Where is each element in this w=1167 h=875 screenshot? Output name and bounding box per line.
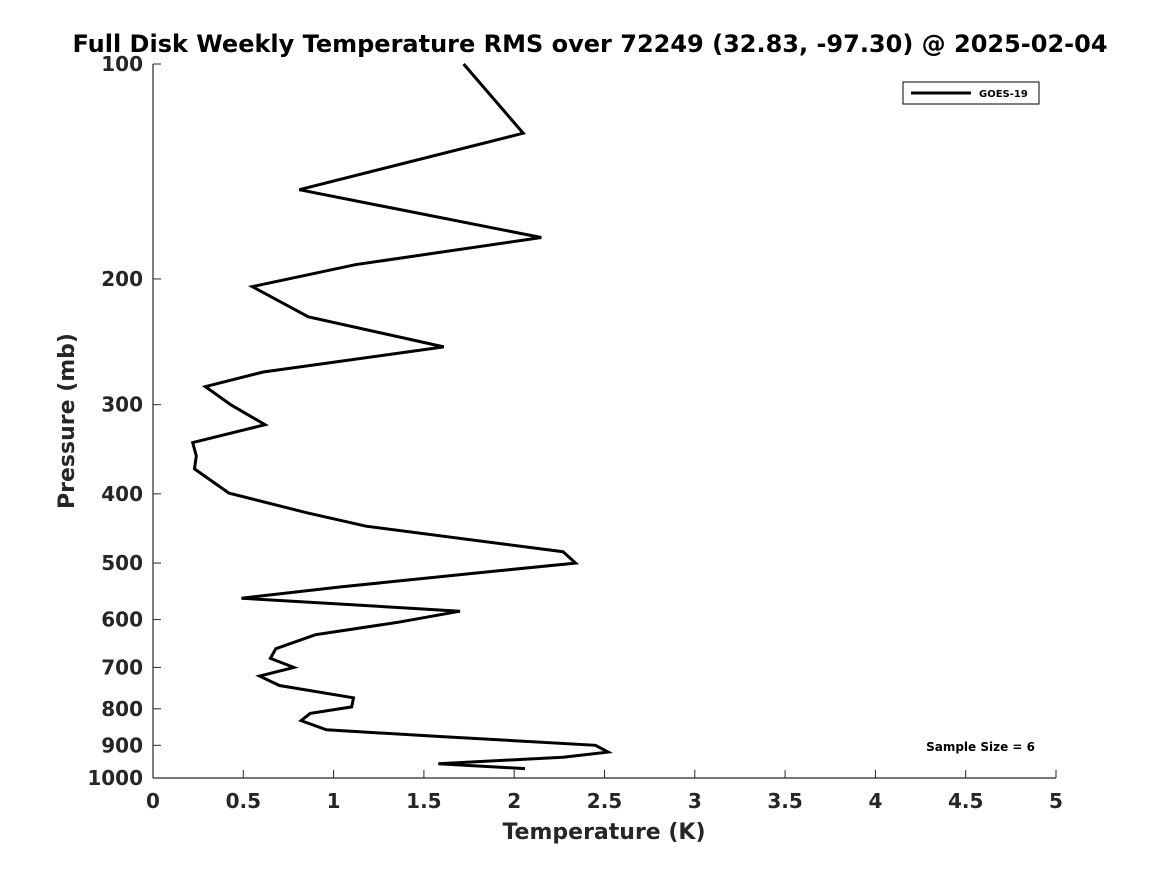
y-tick-label: 1000 (87, 766, 143, 790)
y-tick-label: 900 (101, 733, 143, 757)
x-tick-label: 5 (1049, 789, 1063, 813)
x-tick-label: 0 (146, 789, 160, 813)
series-line-goes-19 (190, 63, 614, 771)
x-tick-label: 3 (688, 789, 702, 813)
legend-label-goes-19: GOES-19 (979, 89, 1028, 100)
y-tick-label: 500 (101, 551, 143, 575)
y-tick-label: 100 (101, 52, 143, 76)
y-tick-label: 700 (101, 655, 143, 679)
sample-size-annotation: Sample Size = 6 (926, 740, 1035, 754)
y-tick-label: 800 (101, 697, 143, 721)
y-tick-label: 400 (101, 482, 143, 506)
x-tick-label: 4 (868, 789, 882, 813)
y-axis-label: Pressure (mb) (55, 333, 80, 509)
x-axis-label: Temperature (K) (502, 820, 705, 845)
y-tick-label: 300 (101, 393, 143, 417)
x-tick-label: 3.5 (767, 789, 802, 813)
x-tick-label: 1.5 (406, 789, 441, 813)
y-ticks: 100 200 300 400 500 600 700 800 900 1000 (87, 52, 161, 790)
series-layer (190, 63, 614, 771)
y-tick-label: 600 (101, 608, 143, 632)
x-tick-label: 2 (507, 789, 521, 813)
y-tick-label: 200 (101, 267, 143, 291)
x-tick-label: 2.5 (587, 789, 622, 813)
chart-title: Full Disk Weekly Temperature RMS over 72… (72, 30, 1107, 58)
legend: GOES-19 (902, 81, 1040, 105)
x-ticks: 0 0.5 1 1.5 2 2.5 3 3.5 4 4.5 5 (146, 770, 1063, 813)
x-tick-label: 1 (327, 789, 341, 813)
x-tick-label: 4.5 (948, 789, 983, 813)
x-tick-label: 0.5 (226, 789, 261, 813)
plot-area (153, 64, 1056, 778)
